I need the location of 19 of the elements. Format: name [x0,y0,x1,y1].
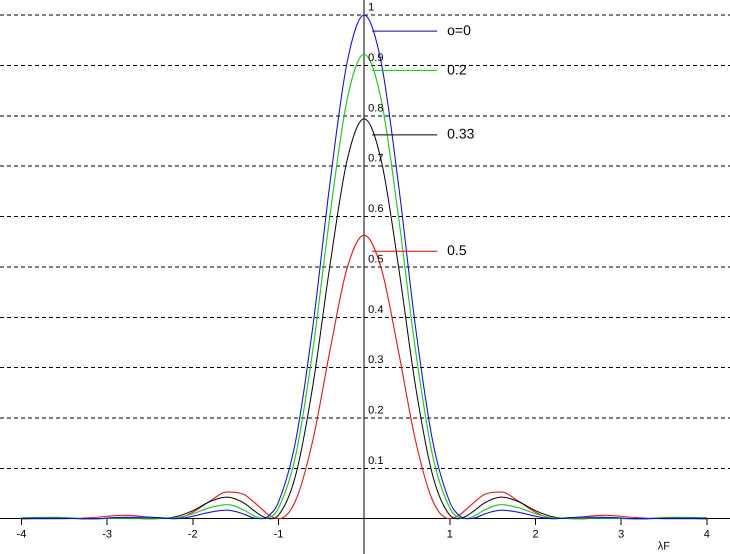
x-tick-label: 3 [618,528,624,540]
legend-label: o=0 [447,22,472,38]
x-tick-label: 2 [532,528,539,540]
x-tick-label: -4 [16,528,26,540]
y-tick-label: 0.4 [368,304,384,316]
y-tick-label: 0.6 [368,203,384,216]
legend-label: 0.5 [447,242,467,258]
x-tick-label: -3 [102,528,112,540]
x-tick-label: -2 [188,528,198,540]
x-tick-label: 1 [446,528,453,540]
legend-label: 0.33 [447,126,475,142]
x-tick-label: -1 [274,528,284,540]
y-tick-label: 1 [368,2,374,14]
x-tick-label: 4 [704,528,710,540]
x-axis-title: λF [658,540,670,552]
y-tick-label: 0.8 [368,102,384,114]
y-tick-label: 0.2 [368,404,384,417]
y-tick-label: 0.3 [368,354,384,366]
y-tick-label: 0.1 [368,454,384,467]
